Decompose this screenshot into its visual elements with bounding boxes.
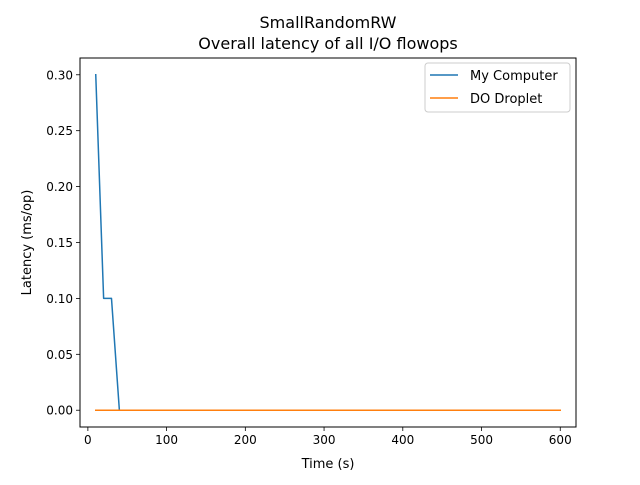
y-tick-label: 0.15	[46, 236, 73, 250]
y-tick-label: 0.30	[46, 68, 73, 82]
y-axis-ticks: 0.00 0.05 0.10 0.15 0.20 0.25 0.30	[46, 68, 80, 418]
plot-lines	[94, 73, 561, 411]
y-tick-label: 0.10	[46, 292, 73, 306]
y-tick-label: 0.25	[46, 124, 73, 138]
x-tick-label: 600	[549, 433, 572, 447]
legend: My Computer DO Droplet	[424, 62, 571, 113]
x-tick-label: 400	[391, 433, 414, 447]
y-tick-label: 0.00	[46, 404, 73, 418]
legend-box	[424, 62, 571, 113]
x-tick-label: 0	[84, 433, 92, 447]
x-tick-label: 100	[155, 433, 178, 447]
y-tick-label: 0.05	[46, 348, 73, 362]
chart-subtitle: Overall latency of all I/O flowops	[198, 34, 457, 53]
legend-label-0: My Computer	[470, 69, 558, 84]
y-tick-label: 0.20	[46, 180, 73, 194]
x-axis-label: Time (s)	[301, 457, 355, 472]
legend-label-1: DO Droplet	[470, 92, 542, 107]
x-axis-ticks: 0 100 200 300 400 500 600	[84, 427, 572, 447]
y-axis-label: Latency (ms/op)	[20, 190, 35, 296]
chart-title: SmallRandomRW	[260, 13, 397, 32]
plot-frame	[79, 57, 577, 428]
x-tick-label: 300	[313, 433, 336, 447]
x-tick-label: 200	[234, 433, 257, 447]
x-tick-label: 500	[470, 433, 493, 447]
